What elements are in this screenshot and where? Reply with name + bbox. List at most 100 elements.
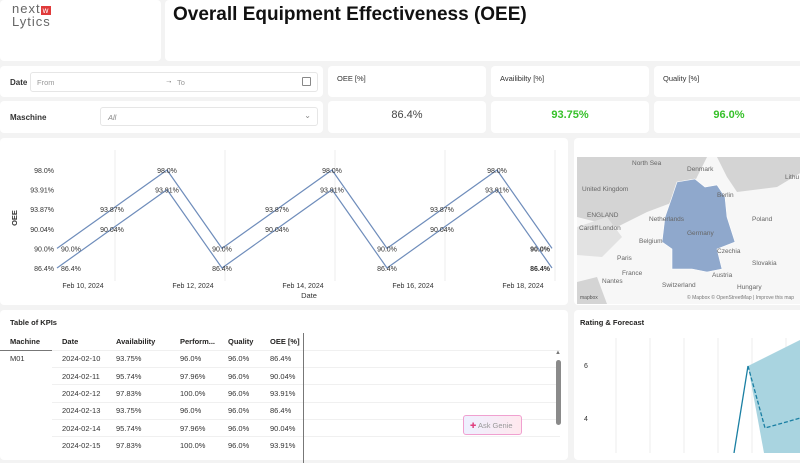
table-row[interactable]: 2024-02-13 93.75% 96.0% 96.0% 86.4% bbox=[0, 401, 560, 420]
from-input[interactable]: From bbox=[37, 78, 55, 87]
table-row[interactable]: 2024-02-12 97.83% 100.0% 96.0% 93.91% bbox=[0, 384, 560, 403]
table-cell: 96.0% bbox=[218, 401, 260, 420]
page-title: Overall Equipment Effectiveness (OEE) bbox=[173, 4, 527, 25]
column-header[interactable]: Machine bbox=[10, 336, 41, 346]
map-card: North Sea Denmark United Kingdom ENGLAND Lon… bbox=[574, 138, 800, 305]
table-cell: 2024-02-15 bbox=[52, 436, 106, 455]
vertical-scrollbar[interactable] bbox=[556, 360, 561, 425]
genie-icon: ✚ bbox=[470, 421, 477, 430]
table-header-row: Machine Date Availability Perform... Quality… bbox=[0, 333, 560, 350]
column-divider bbox=[303, 333, 304, 463]
x-tick-label: Feb 18, 2024 bbox=[502, 283, 543, 290]
map-attribution[interactable]: © Mapbox © OpenStreetMap | Improve this … bbox=[687, 294, 794, 301]
y-axis-title: OEE bbox=[10, 210, 19, 226]
x-tick-label: Feb 12, 2024 bbox=[172, 283, 213, 290]
forecast-line bbox=[747, 365, 800, 429]
column-header[interactable]: Quality bbox=[228, 336, 254, 346]
table-cell bbox=[0, 420, 52, 437]
map-label: Denmark bbox=[687, 166, 714, 173]
map-label: Hungary bbox=[737, 284, 762, 291]
table-cell: 2024-02-10 bbox=[52, 349, 106, 368]
data-label: 90.04% bbox=[265, 227, 289, 234]
column-header[interactable]: Date bbox=[62, 336, 79, 346]
map[interactable]: North Sea Denmark United Kingdom ENGLAND Lon… bbox=[577, 157, 800, 304]
kpi-label: OEE [%] bbox=[337, 74, 366, 83]
table-row[interactable]: 2024-02-15 97.83% 100.0% 96.0% 93.91% bbox=[0, 436, 560, 455]
table-cell: 97.96% bbox=[170, 419, 218, 437]
table-cell: 96.0% bbox=[218, 349, 260, 368]
ask-genie-button[interactable]: ✚ Ask Genie bbox=[463, 415, 522, 435]
table-row[interactable]: 2024-02-11 95.74% 97.96% 96.0% 90.04% bbox=[0, 366, 560, 385]
table-cell: 86.4% bbox=[260, 401, 300, 420]
kpi-oee-value-card: 86.4% bbox=[328, 101, 486, 133]
scroll-up-icon[interactable]: ▲ bbox=[555, 350, 561, 356]
machine-label: Maschine bbox=[10, 113, 47, 122]
kpi-availability-value-card: 93.75% bbox=[491, 101, 649, 133]
data-label: 98.0% bbox=[157, 168, 177, 175]
map-label: Austria bbox=[712, 272, 733, 279]
kpi-oee-value: 86.4% bbox=[391, 109, 423, 121]
data-label: 93.91% bbox=[320, 188, 344, 195]
map-label: Netherlands bbox=[649, 216, 685, 223]
table-cell: 97.83% bbox=[106, 436, 170, 455]
to-input[interactable]: To bbox=[177, 78, 185, 87]
calendar-icon[interactable] bbox=[302, 77, 311, 86]
title-card: Overall Equipment Effectiveness (OEE) bbox=[165, 0, 800, 61]
column-header[interactable]: Perform... bbox=[180, 336, 216, 346]
table-cell: 96.0% bbox=[218, 419, 260, 437]
table-cell: 2024-02-11 bbox=[52, 366, 106, 385]
machine-select[interactable]: All ⌄ bbox=[100, 107, 318, 126]
logo-card: next w Lytics bbox=[0, 0, 161, 61]
table-cell: 100.0% bbox=[170, 384, 218, 403]
machine-filter-card: Maschine All ⌄ bbox=[0, 101, 323, 133]
data-label: 90.04% bbox=[430, 227, 454, 234]
table-row[interactable]: M01 2024-02-10 93.75% 96.0% 96.0% 86.4% bbox=[0, 349, 560, 368]
y-tick-label: 90.04% bbox=[30, 227, 54, 234]
oee-line-chart: 86.4% 90.0% 90.04% 93.87% 93.91% 98.0% Feb 10,… bbox=[10, 150, 556, 300]
map-label: Switzerland bbox=[662, 282, 696, 289]
date-filter-card: Date From → To bbox=[0, 66, 323, 97]
kpi-quality-value-card: 96.0% bbox=[654, 101, 800, 133]
table-cell: 93.91% bbox=[260, 384, 300, 403]
data-label: 90.0% bbox=[530, 246, 551, 253]
x-tick-label: Feb 14, 2024 bbox=[282, 283, 323, 290]
column-header[interactable]: Availability bbox=[116, 336, 156, 346]
table-cell: 93.91% bbox=[260, 436, 300, 455]
table-cell: 86.4% bbox=[260, 349, 300, 368]
table-cell: 2024-02-14 bbox=[52, 419, 106, 437]
mapbox-logo: mapbox bbox=[580, 295, 598, 301]
kpi-label: Quality [%] bbox=[663, 74, 700, 83]
rating-forecast-chart: 6 4 bbox=[584, 338, 800, 453]
data-label: 93.87% bbox=[430, 207, 454, 214]
column-header[interactable]: OEE [%] bbox=[270, 336, 300, 346]
kpi-availability-value: 93.75% bbox=[551, 109, 589, 121]
table-cell bbox=[0, 437, 52, 454]
kpi-quality-value: 96.0% bbox=[713, 109, 745, 121]
table-cell: 2024-02-12 bbox=[52, 384, 106, 403]
table-cell: 2024-02-13 bbox=[52, 401, 106, 420]
data-label: 86.4% bbox=[61, 266, 81, 273]
y-tick-label: 90.0% bbox=[34, 246, 54, 253]
kpi-availability-header: Availibilty [%] bbox=[491, 66, 649, 97]
table-cell: 93.75% bbox=[106, 349, 170, 368]
table-cell bbox=[0, 385, 52, 402]
map-label: Lithu bbox=[785, 174, 799, 181]
map-label: London bbox=[599, 225, 621, 232]
y-tick-label: 86.4% bbox=[34, 266, 54, 273]
date-range-input[interactable]: From → To bbox=[30, 72, 318, 92]
table-cell: 100.0% bbox=[170, 436, 218, 455]
rating-forecast-card: Rating & Forecast 6 4 bbox=[574, 310, 800, 460]
table-cell: 93.75% bbox=[106, 401, 170, 420]
actual-line bbox=[733, 365, 749, 453]
map-label: Cardiff bbox=[579, 225, 598, 232]
map-label: Nantes bbox=[602, 278, 623, 285]
table-cell: 96.0% bbox=[218, 366, 260, 385]
logo: next w Lytics bbox=[12, 1, 52, 29]
data-label: 90.0% bbox=[377, 246, 397, 253]
x-tick-label: Feb 10, 2024 bbox=[62, 283, 103, 290]
date-label: Date bbox=[10, 78, 28, 87]
kpi-table-card: Table of KPIs Machine Date Availability Per… bbox=[0, 310, 568, 463]
y-tick-label: 4 bbox=[584, 416, 588, 423]
y-tick-label: 98.0% bbox=[34, 168, 54, 175]
table-cell: 96.0% bbox=[218, 436, 260, 455]
